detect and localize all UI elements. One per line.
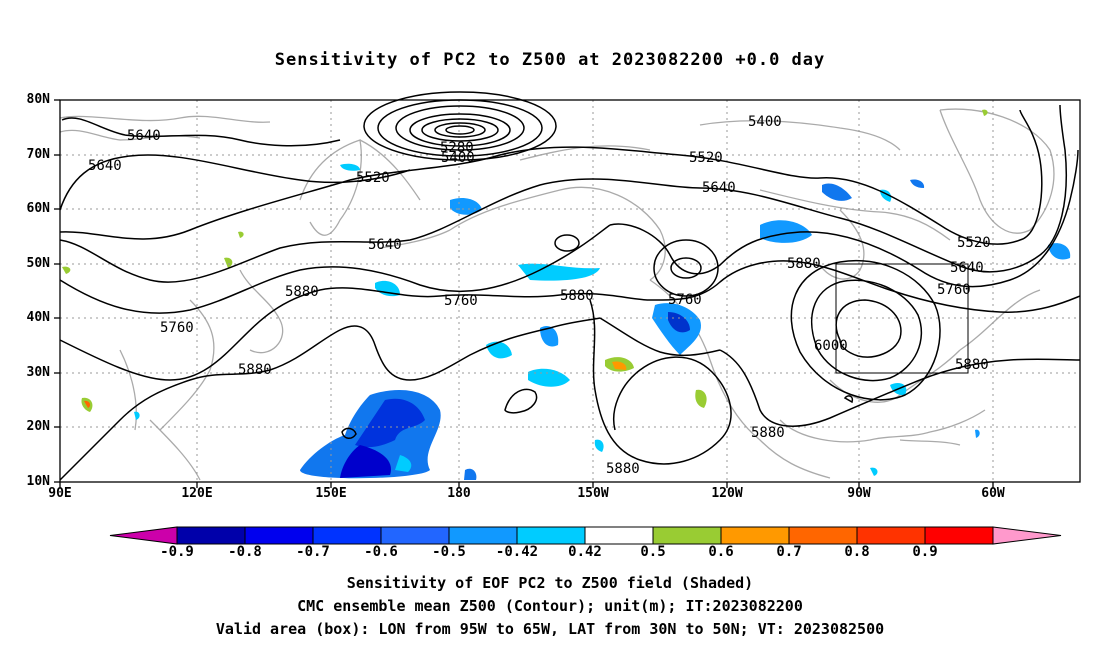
map-title: Sensitivity of PC2 to Z500 at 2023082200… xyxy=(274,50,826,70)
contour-label: 5640 xyxy=(950,260,984,276)
contour-label: 5880 xyxy=(285,284,319,300)
contour-label: 5640 xyxy=(702,180,736,196)
contour-label: 5760 xyxy=(160,320,194,336)
lon-tick-label: 150W xyxy=(577,486,609,501)
coastlines xyxy=(59,108,1055,481)
contour-label: 5880 xyxy=(787,256,821,272)
colorbar-cell xyxy=(244,526,314,545)
axis-frame xyxy=(54,99,1081,488)
colorbar-label: -0.9 xyxy=(160,544,194,560)
colorbar-cell xyxy=(924,526,994,545)
contour-label: 5640 xyxy=(127,128,161,144)
lon-tick-label: 180 xyxy=(447,486,471,501)
colorbar-label: -0.6 xyxy=(364,544,398,560)
colorbar-cell xyxy=(516,526,586,545)
contour-label: 5520 xyxy=(957,235,991,251)
caption-line-1: Sensitivity of EOF PC2 to Z500 field (Sh… xyxy=(346,574,754,592)
colorbar-cell xyxy=(380,526,450,545)
sensitivity-shading xyxy=(62,109,1071,480)
colorbar-label: 0.9 xyxy=(912,544,938,560)
contour-label: 5760 xyxy=(668,292,702,308)
colorbar-cell xyxy=(584,526,654,545)
colorbar-cell xyxy=(856,526,926,545)
colorbar-label: 0.5 xyxy=(640,544,666,560)
contour-label: 5760 xyxy=(937,282,971,298)
contour-label: 5280 xyxy=(440,140,474,156)
colorbar-cell xyxy=(176,526,246,545)
lon-tick-label: 60W xyxy=(981,486,1005,501)
lat-tick-label: 70N xyxy=(26,147,50,162)
z500-contours xyxy=(59,91,1081,481)
colorbar-cell xyxy=(652,526,722,545)
contour-label: 5640 xyxy=(88,158,122,174)
caption-line-3: Valid area (box): LON from 95W to 65W, L… xyxy=(215,620,885,638)
lon-tick-label: 120E xyxy=(181,486,213,501)
lat-tick-label: 10N xyxy=(26,474,50,489)
contour-label: 5760 xyxy=(444,293,478,309)
lon-tick-label: 120W xyxy=(711,486,743,501)
caption-line-2: CMC ensemble mean Z500 (Contour); unit(m… xyxy=(297,597,803,615)
contour-label: 5880 xyxy=(955,357,989,373)
colorbar-cell xyxy=(992,526,1062,545)
colorbar-label: -0.8 xyxy=(228,544,262,560)
graticule xyxy=(60,100,1080,482)
colorbar-cell xyxy=(448,526,518,545)
colorbar-cell xyxy=(720,526,790,545)
colorbar-label: -0.42 xyxy=(495,544,539,560)
contour-label: 5520 xyxy=(689,150,723,166)
valid-area-box xyxy=(835,263,969,374)
colorbar-cell xyxy=(312,526,382,545)
lat-tick-label: 50N xyxy=(26,256,50,271)
colorbar-label: -0.7 xyxy=(296,544,330,560)
lon-tick-label: 90W xyxy=(847,486,871,501)
contour-label: 6000 xyxy=(814,338,848,354)
colorbar-label: 0.8 xyxy=(844,544,870,560)
contour-label: 5880 xyxy=(560,288,594,304)
lat-tick-label: 60N xyxy=(26,201,50,216)
contour-label: 5400 xyxy=(748,114,782,130)
contour-labels: 5640 5640 5400 5280 5400 5520 5520 5640 … xyxy=(88,114,991,477)
contour-label: 5640 xyxy=(368,237,402,253)
lat-tick-label: 80N xyxy=(26,92,50,107)
lat-tick-label: 20N xyxy=(26,419,50,434)
contour-label: 5880 xyxy=(751,425,785,441)
colorbar-cell xyxy=(788,526,858,545)
contour-label: 5880 xyxy=(238,362,272,378)
colorbar-label: 0.6 xyxy=(708,544,734,560)
colorbar-cell xyxy=(109,526,178,545)
colorbar-label: 0.7 xyxy=(776,544,802,560)
colorbar-label: -0.5 xyxy=(432,544,466,560)
lat-tick-label: 30N xyxy=(26,365,50,380)
contour-label: 5520 xyxy=(356,170,390,186)
lon-tick-label: 90E xyxy=(48,486,72,501)
lat-tick-label: 40N xyxy=(26,310,50,325)
colorbar-label: 0.42 xyxy=(568,544,602,560)
lon-tick-label: 150E xyxy=(315,486,347,501)
contour-label: 5880 xyxy=(606,461,640,477)
contour-label: 5400 xyxy=(441,150,475,166)
